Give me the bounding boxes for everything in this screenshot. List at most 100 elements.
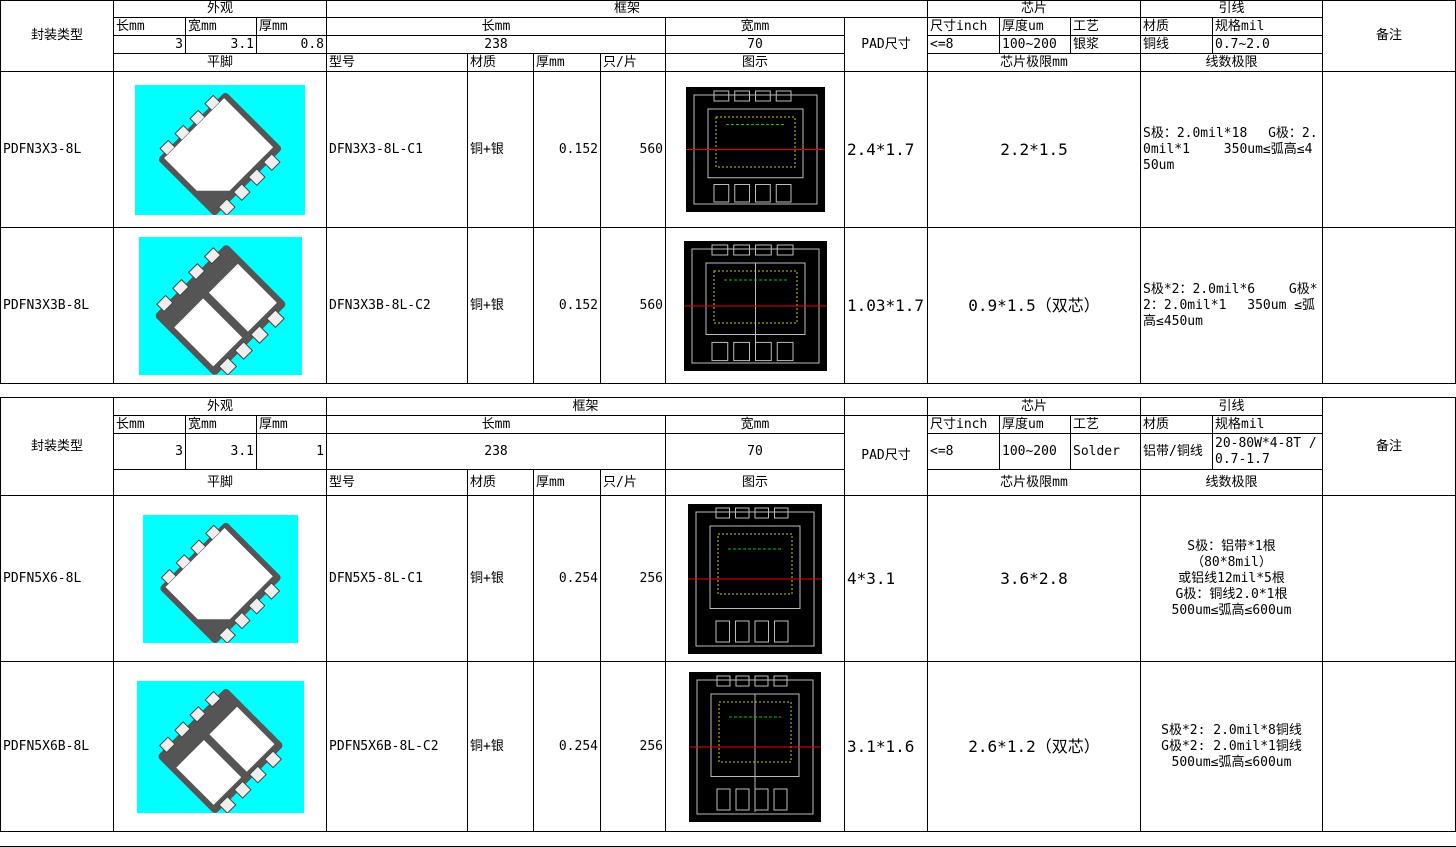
note <box>1322 227 1456 384</box>
header-material: 材质 <box>467 469 534 496</box>
header-frame: 框架 <box>326 397 845 416</box>
frame-diagram <box>665 495 845 662</box>
header-process: 工艺 <box>1070 17 1141 36</box>
package-type: PDFN5X6B-8L <box>0 661 114 832</box>
chip-limit: 0.9*1.5（双芯） <box>927 227 1141 384</box>
table-row: PDFN3X3B-8L DFN3X3B-8L-C2 铜+银 0.152 560 … <box>0 227 1456 384</box>
package-type: PDFN5X6-8L <box>0 495 114 662</box>
frame-per-strip: 560 <box>600 71 666 228</box>
frame-material: 铜+银 <box>467 71 534 228</box>
note <box>1322 661 1456 832</box>
spec-thickness-um: 100~200 <box>999 433 1071 470</box>
header-wire: 引线 <box>1140 0 1323 18</box>
table-row: PDFN3X3-8L DFN3X3-8L-C1 铜+银 0.152 560 2.… <box>0 71 1456 228</box>
header-appearance: 外观 <box>113 397 327 416</box>
pad-size: 3.1*1.6 <box>844 661 928 832</box>
package-image <box>113 495 327 662</box>
spec-wire-spec: 0.7~2.0 <box>1212 35 1323 54</box>
header-frame: 框架 <box>326 0 928 18</box>
header-width: 宽mm <box>185 17 257 36</box>
spec-wire-material: 铜线 <box>1140 35 1213 54</box>
header-process: 工艺 <box>1070 415 1141 434</box>
spec-width: 3.1 <box>185 35 257 54</box>
wire-limit: S极：铝带*1根 （80*8mil） 或铝线12mil*5根 G极：铜线2.0*… <box>1140 495 1323 662</box>
frame-model: DFN3X3B-8L-C2 <box>326 227 468 384</box>
frame-material: 铜+银 <box>467 495 534 662</box>
spec-process: 银浆 <box>1070 35 1141 54</box>
header-size-inch: 尺寸inch <box>927 415 1000 434</box>
header-wire-spec: 规格mil <box>1212 415 1323 434</box>
header-wire-material: 材质 <box>1140 17 1213 36</box>
separator-row <box>0 383 1456 398</box>
spec-length: 3 <box>113 35 186 54</box>
package-image <box>113 71 327 228</box>
spec-table-2: 封装类型 外观 框架 芯片 引线 备注 长mm 宽mm 厚mm 长mm 宽mm … <box>0 397 1456 832</box>
frame-material: 铜+银 <box>467 661 534 832</box>
header-thickness-um: 厚度um <box>999 415 1071 434</box>
frame-model: PDFN5X6B-8L-C2 <box>326 661 468 832</box>
frame-diagram <box>665 71 845 228</box>
header-frame-width: 宽mm <box>665 17 845 36</box>
wire-limit: S极*2: 2.0mil*8铜线 G极*2: 2.0mil*1铜线 500um≤… <box>1140 661 1323 832</box>
header-width: 宽mm <box>185 415 257 434</box>
package-image <box>113 661 327 832</box>
header-note: 备注 <box>1322 0 1456 72</box>
frame-model: DFN5X5-8L-C1 <box>326 495 468 662</box>
note <box>1322 495 1456 662</box>
header-wire-limit: 线数极限 <box>1140 53 1323 72</box>
wire-limit: S极：2.0mil*18 G极：2.0mil*1 350um≤弧高≤450um <box>1140 71 1323 228</box>
header-thickness: 厚mm <box>256 17 327 36</box>
note <box>1322 71 1456 228</box>
frame-diagram-icon <box>689 671 821 822</box>
spec-thickness-um: 100~200 <box>999 35 1071 54</box>
header-wire: 引线 <box>1140 397 1323 416</box>
header-frame-thickness: 厚mm <box>533 469 601 496</box>
header-per-strip: 只/片 <box>600 53 666 72</box>
spec-table-1: 封装类型 外观 框架 芯片 引线 备注 长mm 宽mm 厚mm 长mm 宽mm … <box>0 0 1456 384</box>
header-diagram: 图示 <box>665 469 845 496</box>
frame-per-strip: 560 <box>600 227 666 384</box>
chip-limit: 2.6*1.2（双芯） <box>927 661 1141 832</box>
header-frame-length: 长mm <box>326 415 666 434</box>
header-note: 备注 <box>1322 397 1456 496</box>
chip-limit: 3.6*2.8 <box>927 495 1141 662</box>
chip-limit: 2.2*1.5 <box>927 71 1141 228</box>
package-chip-icon <box>138 236 302 375</box>
spec-frame-length: 238 <box>326 433 666 470</box>
header-chip-limit: 芯片极限mm <box>927 469 1141 496</box>
table-row: PDFN5X6-8L DFN5X5-8L-C1 铜+银 0.254 256 4*… <box>0 495 1456 662</box>
header-package-type: 封装类型 <box>0 0 114 72</box>
header-frame-width: 宽mm <box>665 415 845 434</box>
frame-per-strip: 256 <box>600 495 666 662</box>
frame-diagram <box>665 661 845 832</box>
header-length: 长mm <box>113 415 186 434</box>
frame-material: 铜+银 <box>467 227 534 384</box>
package-chip-icon <box>136 680 304 813</box>
frame-model: DFN3X3-8L-C1 <box>326 71 468 228</box>
header-thickness-um: 厚度um <box>999 17 1071 36</box>
spec-frame-width: 70 <box>665 433 845 470</box>
spec-thickness: 1 <box>256 433 327 470</box>
frame-diagram-icon <box>688 503 822 654</box>
footer-row <box>0 831 1456 847</box>
spec-width: 3.1 <box>185 433 257 470</box>
spec-size-inch: <=8 <box>927 433 1000 470</box>
frame-thickness: 0.254 <box>533 495 601 662</box>
spec-process: Solder <box>1070 433 1141 470</box>
header-frame-length: 长mm <box>326 17 666 36</box>
spec-size-inch: <=8 <box>927 35 1000 54</box>
frame-thickness: 0.254 <box>533 661 601 832</box>
package-type: PDFN3X3-8L <box>0 71 114 228</box>
header-wire-spec: 规格mil <box>1212 17 1323 36</box>
header-per-strip: 只/片 <box>600 469 666 496</box>
pad-size: 2.4*1.7 <box>844 71 928 228</box>
pad-size: 4*3.1 <box>844 495 928 662</box>
table-row: PDFN5X6B-8L PDFN5X6B-8L-C2 铜+银 0.254 256… <box>0 661 1456 832</box>
pad-size: 1.03*1.7 <box>844 227 928 384</box>
spec-frame-length: 238 <box>326 35 666 54</box>
header-frame-thickness: 厚mm <box>533 53 601 72</box>
spec-wire-material: 铝带/铜线 <box>1140 433 1213 470</box>
header-package-type: 封装类型 <box>0 397 114 496</box>
header-appearance: 外观 <box>113 0 327 18</box>
header-flat-lead: 平脚 <box>113 53 327 72</box>
